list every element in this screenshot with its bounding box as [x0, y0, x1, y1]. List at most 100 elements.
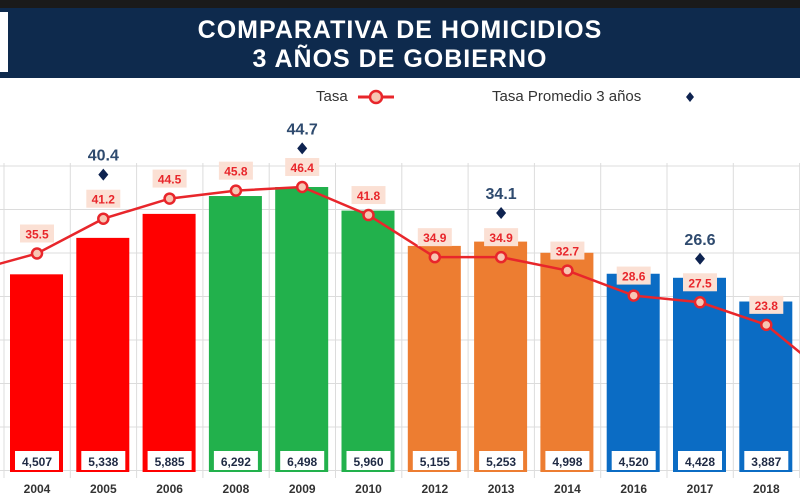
bar-label-box — [479, 451, 524, 470]
bar-value-label: 6,498 — [287, 455, 317, 469]
bar-label-box — [15, 451, 59, 470]
tasa-value-label: 46.4 — [291, 161, 315, 175]
x-tick-label: 2016 — [620, 482, 647, 496]
x-tick-label: 2013 — [488, 482, 515, 496]
bar-2004 — [10, 274, 63, 472]
x-tick-label: 2004 — [24, 482, 51, 496]
tasa-point-2018 — [760, 318, 773, 332]
tasa-label-box — [484, 228, 519, 247]
bar-value-label: 5,960 — [353, 455, 383, 469]
x-tick-label: 2018 — [753, 482, 780, 496]
tasa-value-label: 28.6 — [622, 270, 646, 284]
legend: Tasa Tasa Promedio 3 años — [0, 86, 800, 108]
tasa-point-2010 — [362, 208, 375, 222]
bar-2008 — [208, 196, 262, 472]
promedio-marker-2017 — [695, 252, 705, 265]
top-strip — [0, 0, 800, 8]
promedio-value-label: 40.4 — [88, 148, 119, 165]
bar-value-label: 4,507 — [22, 455, 52, 469]
title-line-1: COMPARATIVA DE HOMICIDIOS — [197, 16, 603, 44]
bar-label-box — [678, 451, 722, 470]
tasa-point-2016 — [627, 289, 640, 302]
tasa-label-box — [20, 224, 54, 243]
logo — [0, 12, 8, 72]
tasa-label-box — [550, 241, 585, 260]
tasa-value-label: 27.5 — [688, 276, 712, 290]
bar-value-label: 5,253 — [486, 455, 516, 469]
legend-diamond-marker — [686, 92, 694, 102]
tasa-point-2013 — [494, 250, 508, 264]
bar-value-label: 4,428 — [685, 455, 715, 469]
tasa-label-box — [218, 161, 253, 180]
tasa-value-label: 32.7 — [556, 245, 580, 259]
tasa-point-2009 — [295, 180, 309, 194]
header-banner — [0, 8, 800, 78]
tasa-label-box — [86, 189, 121, 208]
tasa-value-label: 41.8 — [357, 189, 381, 203]
bar-2013 — [474, 241, 528, 472]
promedio-value-label: 44.7 — [287, 121, 318, 138]
tasa-point-2004 — [30, 247, 44, 260]
bar-2016 — [606, 273, 660, 472]
bar-value-label: 3,887 — [751, 455, 781, 469]
bar-value-label: 5,338 — [88, 455, 118, 469]
bar-2005 — [76, 237, 130, 472]
x-tick-label: 2012 — [421, 482, 448, 496]
bar-label-box — [280, 451, 325, 470]
tasa-value-label: 34.9 — [489, 231, 513, 245]
bar-2017 — [673, 277, 726, 472]
bar-label-box — [213, 451, 258, 470]
bar-label-box — [412, 451, 457, 470]
x-tick-label: 2010 — [355, 482, 382, 496]
x-tick-label: 2014 — [554, 482, 581, 496]
bar-label-box — [545, 451, 590, 470]
tasa-value-label: 41.2 — [92, 193, 116, 207]
bar-label-box — [81, 451, 126, 470]
x-tick-label: 2005 — [90, 482, 117, 496]
bar-value-label: 6,292 — [221, 455, 251, 469]
chart-title: COMPARATIVA DE HOMICIDIOS 3 AÑOS DE GOBI… — [0, 16, 800, 74]
x-tick-label: 2008 — [223, 482, 250, 496]
tasa-value-label: 35.5 — [25, 227, 49, 241]
legend-line-marker — [358, 89, 394, 105]
bar-2012 — [407, 245, 461, 472]
bar-2010 — [341, 210, 395, 472]
tasa-value-label: 45.8 — [224, 165, 248, 179]
promedio-value-label: 26.6 — [684, 232, 715, 249]
promedio-marker-2005 — [98, 168, 109, 181]
bar-value-label: 5,155 — [420, 455, 450, 469]
tasa-point-2014 — [561, 264, 574, 277]
tasa-point-2005 — [97, 212, 110, 225]
legend-label-promedio: Tasa Promedio 3 años — [492, 88, 642, 105]
bar-label-box — [611, 451, 656, 470]
tasa-point-2008 — [229, 184, 243, 197]
bar-label-box — [346, 451, 391, 470]
promedio-marker-2013 — [496, 207, 507, 220]
tasa-value-label: 44.5 — [158, 173, 182, 187]
bar-2006 — [142, 213, 196, 472]
x-tick-label: 2017 — [687, 482, 714, 496]
promedio-value-label: 34.1 — [486, 186, 517, 203]
tasa-point-2012 — [428, 250, 442, 264]
bar-2014 — [540, 252, 594, 472]
tasa-value-label: 34.9 — [423, 231, 447, 245]
tasa-label-box — [152, 169, 187, 188]
tasa-value-label: 23.8 — [755, 299, 779, 313]
legend-label-tasa: Tasa — [316, 88, 348, 105]
tasa-point-2017 — [693, 296, 707, 309]
bar-label-box — [147, 451, 192, 470]
tasa-label-box — [616, 266, 651, 285]
tasa-label-box — [417, 228, 452, 247]
bar-value-label: 4,998 — [552, 455, 582, 469]
tasa-label-box — [351, 186, 386, 205]
title-line-2: 3 AÑOS DE GOBIERNO — [252, 45, 548, 73]
tasa-label-box — [749, 295, 784, 314]
bar-value-label: 4,520 — [619, 455, 649, 469]
tasa-label-box — [683, 273, 717, 292]
tasa-label-box — [285, 158, 320, 176]
tasa-line — [0, 185, 800, 355]
bar-label-box — [744, 451, 789, 470]
tasa-point-2006 — [163, 192, 176, 205]
bar-2009 — [275, 186, 329, 472]
